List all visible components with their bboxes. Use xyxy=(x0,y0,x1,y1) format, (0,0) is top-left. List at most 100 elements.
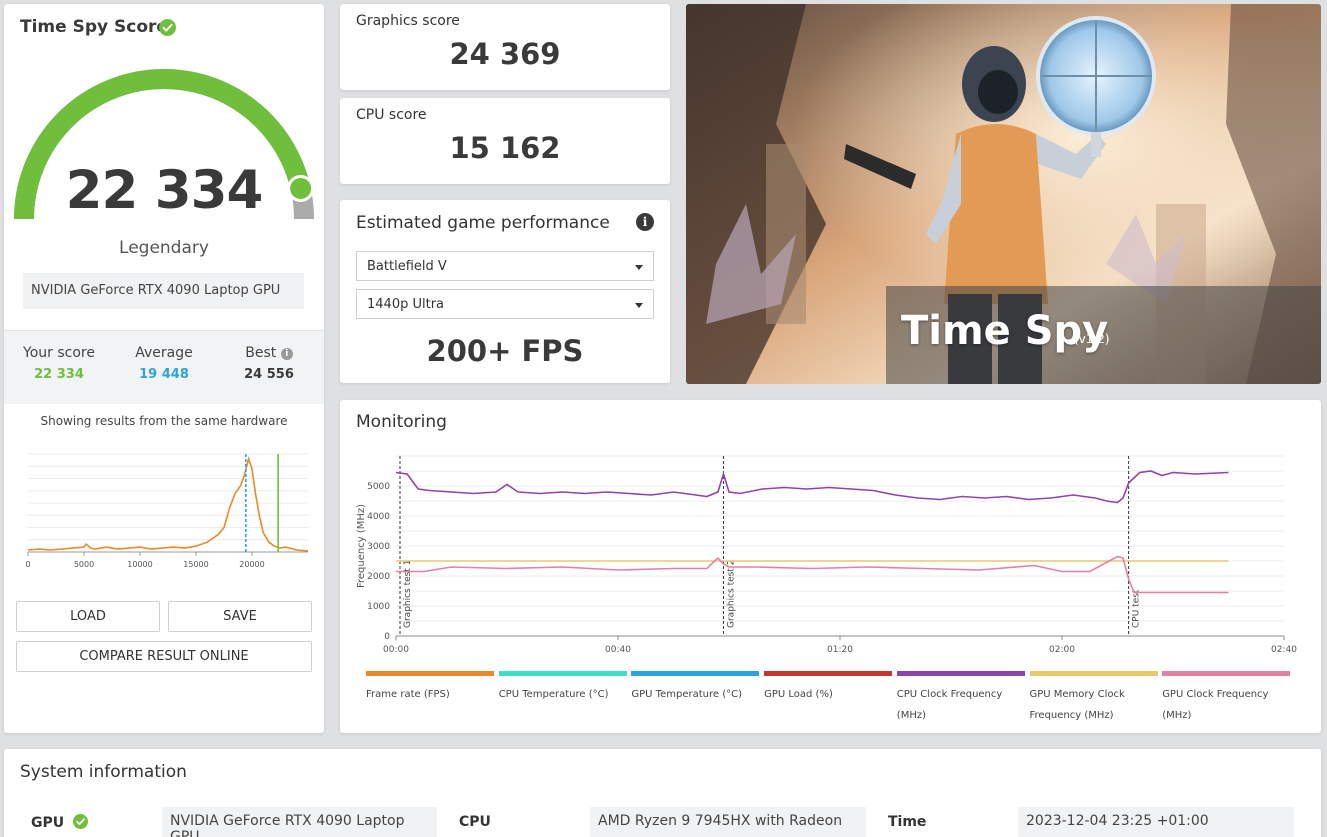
system-information-card: System information GPU NVIDIA GeForce RT… xyxy=(4,749,1321,837)
legend-item[interactable]: GPU Temperature (°C) xyxy=(631,671,760,705)
gauge-fill xyxy=(14,69,311,220)
cpu-score-value: 15 162 xyxy=(449,131,561,165)
y-tick-label: 2000 xyxy=(367,572,390,582)
average-label: Average xyxy=(135,345,193,361)
game-performance-title: Estimated game performance xyxy=(356,213,610,233)
legend-swatch xyxy=(1029,671,1158,676)
y-tick-label: 0 xyxy=(384,632,390,642)
rank-label: Legendary xyxy=(119,238,209,258)
game-select-value: Battlefield V xyxy=(367,259,447,274)
benchmark-hero-image: Time Spy (v1.2) xyxy=(686,4,1321,384)
histogram-caption: Showing results from the same hardware xyxy=(40,414,288,428)
hero-title-band xyxy=(886,286,1321,384)
time-label: Time xyxy=(888,814,927,830)
average-value: 19 448 xyxy=(139,367,189,382)
gpu-name: NVIDIA GeForce RTX 4090 Laptop GPU xyxy=(23,273,304,309)
series-line xyxy=(396,555,1229,594)
legend-label: GPU Load (%) xyxy=(764,689,833,700)
preset-select-value: 1440p Ultra xyxy=(367,297,445,312)
legend-item[interactable]: Frame rate (FPS) xyxy=(366,671,494,705)
monitoring-card: Monitoring 0 1000 2000 3000 4000 5000 00:00 00:… xyxy=(340,400,1321,733)
y-axis-label: Frequency (MHz) xyxy=(356,504,367,588)
histogram-tick-label: 10000 xyxy=(127,560,152,569)
x-tick-label: 02:00 xyxy=(1049,645,1075,655)
best-value: 24 556 xyxy=(244,367,294,382)
system-information-title: System information xyxy=(20,762,187,782)
legend-label: GPU Clock Frequency (MHz) xyxy=(1162,689,1269,721)
dropdown-caret-icon xyxy=(635,303,643,308)
gpu-label: GPU xyxy=(31,814,88,831)
legend-label: GPU Temperature (°C) xyxy=(631,689,742,700)
save-button[interactable]: SAVE xyxy=(168,601,312,632)
x-tick-label: 00:40 xyxy=(605,645,631,655)
average-score: Average 19 448 xyxy=(111,345,217,382)
histogram-tick-label: 20000 xyxy=(239,560,264,569)
legend-label: CPU Temperature (°C) xyxy=(498,689,609,700)
legend-label: Frame rate (FPS) xyxy=(366,689,450,700)
load-button[interactable]: LOAD xyxy=(16,601,160,632)
monitoring-title: Monitoring xyxy=(356,412,447,432)
x-tick-label: 01:20 xyxy=(827,645,853,655)
score-comparison: Your score 22 334 Average 19 448 Best i … xyxy=(4,330,324,404)
series-line xyxy=(395,470,1229,504)
phase-label: Graphics test 2 xyxy=(726,560,736,628)
preset-select[interactable]: 1440p Ultra xyxy=(356,289,654,319)
histogram-tick-label: 0 xyxy=(25,560,30,569)
legend-item[interactable]: GPU Load (%) xyxy=(764,671,893,705)
game-select[interactable]: Battlefield V xyxy=(356,251,654,281)
legend-item[interactable]: GPU Memory Clock Frequency (MHz) xyxy=(1029,671,1158,726)
score-card: Time Spy Score 22 334 Legendary NVIDIA G… xyxy=(4,4,324,733)
best-label: Best xyxy=(245,345,277,361)
cpu-value: AMD Ryzen 9 7945HX with Radeon xyxy=(590,807,866,837)
legend-swatch xyxy=(366,671,494,676)
phase-label: Graphics test 1 xyxy=(403,560,413,628)
y-tick-label: 1000 xyxy=(367,602,390,612)
x-tick-label: 02:40 xyxy=(1271,645,1297,655)
cpu-score-card: CPU score 15 162 xyxy=(340,98,670,184)
info-icon[interactable]: i xyxy=(280,348,293,360)
legend-label: CPU Clock Frequency (MHz) xyxy=(896,689,1003,721)
y-tick-label: 3000 xyxy=(367,542,390,552)
check-icon xyxy=(159,19,176,36)
legend-swatch xyxy=(1162,671,1291,676)
your-score: Your score 22 334 xyxy=(6,345,112,382)
phase-label: CPU test xyxy=(1132,589,1142,628)
legend-item[interactable]: CPU Clock Frequency (MHz) xyxy=(896,671,1025,726)
game-performance-card: Estimated game performance i Battlefield… xyxy=(340,200,670,383)
x-tick-label: 00:00 xyxy=(383,645,409,655)
y-tick-label: 5000 xyxy=(367,482,390,492)
monitoring-chart: 0 1000 2000 3000 4000 5000 00:00 00:40 01:20 02:0… xyxy=(356,455,1297,655)
gauge-knob xyxy=(287,174,315,202)
cpu-score-label: CPU score xyxy=(356,107,427,123)
histogram-tick-label: 5000 xyxy=(74,560,94,569)
check-icon xyxy=(73,814,88,829)
benchmark-version: (v1.2) xyxy=(1074,332,1110,346)
benchmark-title: Time Spy xyxy=(901,308,1109,354)
your-score-value: 22 334 xyxy=(34,367,84,382)
graphics-score-value: 24 369 xyxy=(449,37,561,71)
legend-item[interactable]: CPU Temperature (°C) xyxy=(498,671,627,705)
histogram-tick-label: 15000 xyxy=(183,560,208,569)
compare-result-online-button[interactable]: COMPARE RESULT ONLINE xyxy=(16,641,312,672)
legend-swatch xyxy=(631,671,760,676)
score-title: Time Spy Score xyxy=(20,17,168,37)
legend-label: GPU Memory Clock Frequency (MHz) xyxy=(1029,689,1125,721)
legend-swatch xyxy=(498,671,627,676)
histogram-line xyxy=(27,456,309,552)
y-tick-label: 4000 xyxy=(367,512,390,522)
legend-swatch xyxy=(764,671,893,676)
score-histogram: 0 5000 10000 15000 20000 xyxy=(25,453,309,569)
gpu-value: NVIDIA GeForce RTX 4090 Laptop GPU xyxy=(162,807,437,837)
legend-item[interactable]: GPU Clock Frequency (MHz) xyxy=(1162,671,1291,726)
dropdown-caret-icon xyxy=(635,265,643,270)
info-icon[interactable]: i xyxy=(636,213,654,231)
best-score: Best i 24 556 xyxy=(216,345,322,382)
gpu-label-text: GPU xyxy=(31,815,65,831)
graphics-score-card: Graphics score 24 369 xyxy=(340,4,670,90)
your-score-label: Your score xyxy=(23,345,95,361)
legend-swatch xyxy=(896,671,1025,676)
main-score: 22 334 xyxy=(65,160,264,221)
fps-value: 200+ FPS xyxy=(426,334,584,368)
graphics-score-label: Graphics score xyxy=(356,13,460,29)
time-value: 2023-12-04 23:25 +01:00 xyxy=(1018,807,1294,837)
